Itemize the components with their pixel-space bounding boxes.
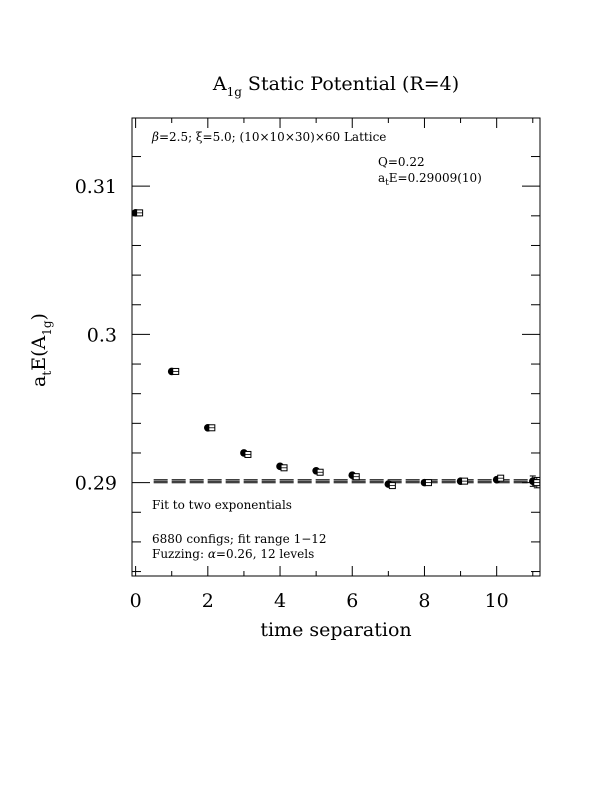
ticks-layer: 0 2 4 6 8 10 0.29 0.3 0.31 — [75, 118, 540, 612]
fit-band — [153, 479, 539, 484]
title-main: A — [212, 73, 227, 95]
lattice-beta: β — [151, 130, 159, 144]
chart-title: A1g Static Potential (R=4) — [212, 73, 459, 99]
title-subscript: 1g — [227, 85, 243, 99]
x-tick-label: 0 — [130, 590, 142, 612]
fuzzing-a: Fuzzing: — [152, 547, 208, 561]
lattice-rest: =2.5; ξ=5.0; (10×10×30)×60 Lattice — [159, 130, 386, 144]
lattice-annotation: β=2.5; ξ=5.0; (10×10×30)×60 Lattice — [151, 130, 386, 144]
fuzzing-b: =0.26, 12 levels — [216, 547, 314, 561]
fuzzing-annotation: Fuzzing: α=0.26, 12 levels — [152, 547, 314, 561]
fit-type-annotation: Fit to two exponentials — [152, 498, 292, 512]
y-tick-label: 0.29 — [75, 473, 117, 495]
q-value: Q=0.22 — [378, 155, 425, 169]
x-tick-label: 10 — [485, 590, 509, 612]
ylabel-e: E(A — [28, 336, 50, 371]
configs-annotation: 6880 configs; fit range 1−12 — [152, 532, 327, 546]
ylabel-a: a — [28, 376, 50, 387]
x-tick-label: 6 — [346, 590, 358, 612]
plot-frame — [131, 117, 541, 577]
energy-rest: E=0.29009(10) — [389, 171, 482, 185]
y-tick-label: 0.31 — [75, 176, 117, 198]
x-axis-label: time separation — [260, 619, 411, 641]
y-tick-label: 0.3 — [87, 324, 117, 346]
x-tick-label: 2 — [202, 590, 214, 612]
ylabel-close: ) — [28, 313, 50, 320]
data-points — [131, 209, 541, 490]
energy-a: a — [378, 171, 385, 185]
y-axis-label: atE(A1g) — [28, 313, 54, 387]
ylabel-sub: 1g — [40, 320, 54, 336]
x-tick-label: 4 — [274, 590, 286, 612]
fuzzing-alpha: α — [208, 547, 216, 561]
title-rest: Static Potential (R=4) — [242, 73, 459, 95]
energy-annotation: atE=0.29009(10) — [378, 171, 482, 188]
x-tick-label: 8 — [418, 590, 430, 612]
energy-t: t — [385, 178, 389, 188]
ylabel-t: t — [40, 371, 54, 376]
